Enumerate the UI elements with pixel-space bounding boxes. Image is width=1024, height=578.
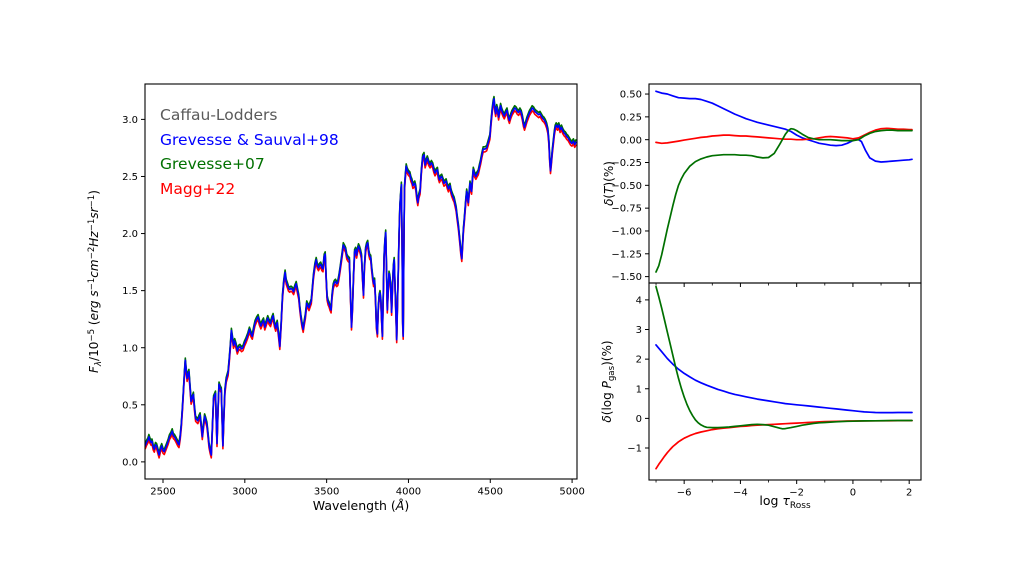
spectrum-plot-frame bbox=[144, 83, 578, 480]
y-tick-label: −1.50 bbox=[611, 272, 642, 283]
x-tick-label: −4 bbox=[733, 488, 748, 499]
x-tick-label: 2500 bbox=[150, 487, 175, 498]
y-tick-label: 0.25 bbox=[620, 112, 642, 123]
delta-pgas-plot-frame bbox=[648, 282, 922, 481]
x-tick-label: 4000 bbox=[396, 487, 421, 498]
delta-t-plot-x-axis bbox=[655, 283, 910, 287]
y-tick-label: 0.00 bbox=[620, 135, 642, 146]
spectrum-plot-xlabel: Wavelength (Å) bbox=[313, 498, 409, 513]
x-tick-label: 3000 bbox=[232, 487, 257, 498]
x-tick-label: 4500 bbox=[478, 487, 503, 498]
y-tick-label: 1.0 bbox=[122, 343, 138, 354]
x-tick-label: 2 bbox=[906, 488, 912, 499]
delta-t-plot-frame bbox=[648, 83, 922, 284]
y-tick-label: 0 bbox=[636, 414, 642, 425]
y-tick-label: 0.5 bbox=[122, 400, 138, 411]
x-tick-label: 0 bbox=[850, 488, 856, 499]
delta-pgas-plot-x-axis: −6 −4 −2 0 2 bbox=[655, 480, 912, 499]
legend-entry-magg-22: Magg+22 bbox=[160, 179, 236, 198]
series-grevesse-sauval-98 bbox=[144, 98, 577, 456]
y-tick-label: 3.0 bbox=[122, 115, 138, 126]
series-grevesse-sauval-98 bbox=[655, 90, 913, 163]
spectrum-plot-ylabel: Fλ/10−5 (erg s−1cm−2Hz−1sr−1) bbox=[87, 190, 104, 373]
y-tick-label: 2.0 bbox=[122, 229, 138, 240]
x-tick-label: −6 bbox=[677, 488, 692, 499]
spectrum-plot-x-axis: 2500 3000 3500 4000 4500 5000 bbox=[150, 479, 585, 498]
series-magg-22 bbox=[655, 127, 913, 145]
legend-entry-grevesse-sauval-98: Grevesse & Sauval+98 bbox=[160, 130, 339, 149]
y-tick-label: −0.25 bbox=[611, 158, 642, 169]
series-grevesse-07 bbox=[655, 285, 913, 430]
y-tick-label: 3 bbox=[636, 325, 642, 336]
spectrum-plot-y-axis: 0.0 0.5 1.0 1.5 2.0 2.5 3.0 bbox=[122, 115, 145, 468]
delta-pgas-plot-ylabel: δ(log Pgas)(%) bbox=[600, 340, 617, 422]
y-tick-label: −1.00 bbox=[611, 227, 642, 238]
delta-t-plot-ylabel: δ(T)(%) bbox=[602, 161, 616, 206]
legend: Caffau-Lodders Grevesse & Sauval+98 Grev… bbox=[160, 103, 339, 201]
y-tick-label: 1 bbox=[636, 384, 642, 395]
y-tick-label: 4 bbox=[636, 295, 642, 306]
x-tick-label: 5000 bbox=[559, 487, 584, 498]
series-grevesse-07 bbox=[655, 127, 913, 273]
series-magg-22 bbox=[655, 419, 913, 470]
delta-t-plot-y-axis: 0.50 0.25 0.00 −0.25 −0.50 −0.75 −1.00 −1.25 −1.… bbox=[611, 90, 649, 283]
legend-entry-caffau-lodders: Caffau-Lodders bbox=[160, 106, 278, 124]
y-tick-label: −1 bbox=[627, 444, 642, 455]
x-tick-label: −2 bbox=[789, 488, 804, 499]
delta-pgas-plot-xlabel: log τRoss bbox=[759, 493, 811, 511]
spectrum-plot: 2500 3000 3500 4000 4500 5000 0.0 0.5 1.0 1.5 2.0 2… bbox=[87, 83, 585, 513]
y-tick-label: −1.25 bbox=[611, 249, 642, 260]
y-tick-label: 1.5 bbox=[122, 286, 138, 297]
x-tick-label: 3500 bbox=[314, 487, 339, 498]
y-tick-label: 0.0 bbox=[122, 457, 138, 468]
y-tick-label: 0.50 bbox=[620, 90, 642, 101]
y-tick-label: 2 bbox=[636, 355, 642, 366]
delta-pgas-plot: −6 −4 −2 0 2 4 3 2 1 0 −1 log τRoss δ(log Pgas)(%) bbox=[600, 282, 922, 511]
y-tick-label: 2.5 bbox=[122, 172, 138, 183]
legend-entry-grevesse-07: Grevesse+07 bbox=[160, 155, 265, 173]
y-tick-label: −0.50 bbox=[611, 181, 642, 192]
delta-pgas-plot-y-axis: 4 3 2 1 0 −1 bbox=[627, 295, 649, 455]
delta-t-plot: 0.50 0.25 0.00 −0.25 −0.50 −0.75 −1.00 −1.25 −1.… bbox=[602, 83, 922, 287]
y-tick-label: −0.75 bbox=[611, 204, 642, 215]
series-grevesse-sauval-98 bbox=[655, 344, 913, 414]
